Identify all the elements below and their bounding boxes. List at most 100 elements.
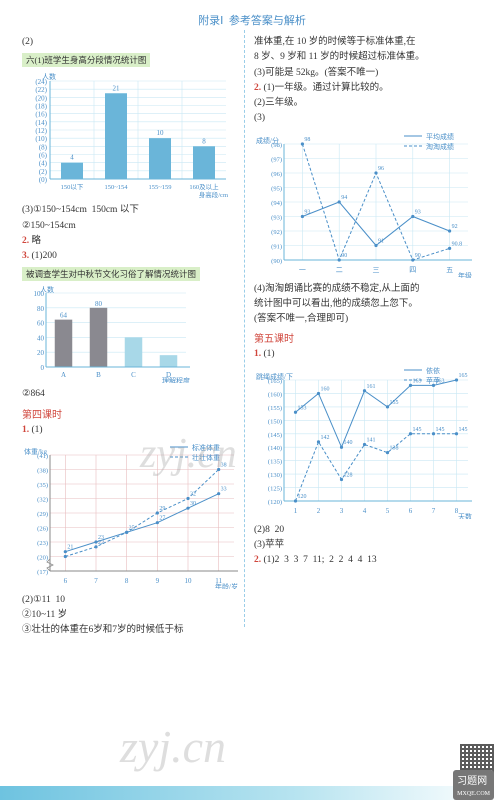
right-column: 准体重,在 10 岁的时候等于标准体重,在 8 岁、9 岁和 11 岁的时候超过… xyxy=(254,34,482,639)
q3-2: ②864 xyxy=(22,387,244,401)
svg-text:淘淘成绩: 淘淘成绩 xyxy=(426,142,454,151)
svg-text:7: 7 xyxy=(432,507,436,515)
svg-text:150以下: 150以下 xyxy=(61,183,84,191)
svg-text:96: 96 xyxy=(378,166,384,172)
svg-text:成绩/分: 成绩/分 xyxy=(256,136,279,145)
chart1-title: 六(1)班学生身高分段情况统计图 xyxy=(22,53,150,67)
svg-text:8: 8 xyxy=(202,138,206,146)
svg-text:64: 64 xyxy=(60,312,68,320)
svg-text:10: 10 xyxy=(185,577,193,585)
left-column: (2) 六(1)班学生身高分段情况统计图 (0)(2)(4)(6)(8)(10)… xyxy=(22,34,244,639)
svg-text:160: 160 xyxy=(321,386,330,392)
svg-text:142: 142 xyxy=(321,434,330,440)
r-q2-1-text: (1)一年级。通过计算比较的。 xyxy=(264,83,389,93)
svg-text:身高段/cm: 身高段/cm xyxy=(199,190,228,199)
svg-text:(135): (135) xyxy=(268,458,282,465)
l4-q1-4: ③壮壮的体重在6岁和7岁的时候低于标 xyxy=(22,623,244,637)
svg-text:6: 6 xyxy=(64,577,68,585)
svg-text:(2): (2) xyxy=(39,168,48,176)
q3-1-text: (1)200 xyxy=(32,251,57,261)
svg-text:(29): (29) xyxy=(37,511,48,518)
svg-text:C: C xyxy=(131,371,136,379)
svg-text:(155): (155) xyxy=(268,404,282,411)
svg-text:90.8: 90.8 xyxy=(452,241,463,247)
r-cont2: 8 岁、9 岁和 11 岁的时候超过标准体重。 xyxy=(254,50,482,64)
chart-weight: (17)(20)(23)(26)(29)(32)(35)(38)(41)6789… xyxy=(22,439,244,589)
chart-jump: (120)(125)(130)(135)(140)(145)(150)(155)… xyxy=(254,364,482,519)
ans-3-2: ②150~154cm xyxy=(22,219,244,233)
r-q2-4a: (4)淘淘朗诵比赛的成绩不稳定,从上面的 xyxy=(254,282,482,296)
l5-q1-3: (3)苹苹 xyxy=(254,538,482,552)
svg-text:(35): (35) xyxy=(37,482,48,489)
corner-brand: 习题网 MXQE.COM xyxy=(453,770,494,800)
svg-text:依依: 依依 xyxy=(426,366,440,375)
svg-text:(17): (17) xyxy=(37,569,48,576)
r-q2-4b: 统计图中可以看出,他的成绩忽上忽下。 xyxy=(254,297,482,311)
svg-text:(96): (96) xyxy=(271,171,282,178)
svg-text:93: 93 xyxy=(415,209,421,215)
page-header: 附录Ⅰ 参考答案与解析 xyxy=(22,8,482,34)
chart-scores: (90)(91)(92)(93)(94)(95)(96)(97)(98)一二三四… xyxy=(254,128,482,278)
svg-text:(94): (94) xyxy=(271,200,282,207)
svg-text:(4): (4) xyxy=(39,160,48,168)
svg-text:B: B xyxy=(96,371,101,379)
svg-text:90: 90 xyxy=(341,253,347,259)
svg-text:161: 161 xyxy=(367,383,376,389)
svg-text:21: 21 xyxy=(113,85,121,93)
svg-text:60: 60 xyxy=(37,320,45,328)
l5-q2: 2. (1)2 3 3 7 11; 2 2 4 4 13 xyxy=(254,553,482,567)
svg-text:一: 一 xyxy=(299,266,306,274)
svg-text:92: 92 xyxy=(452,224,458,230)
svg-text:二: 二 xyxy=(336,266,343,274)
svg-text:标准体重: 标准体重 xyxy=(192,443,220,452)
svg-text:(0): (0) xyxy=(39,176,48,184)
svg-text:(130): (130) xyxy=(268,472,282,479)
svg-text:(22): (22) xyxy=(35,86,47,94)
svg-text:20: 20 xyxy=(37,349,45,357)
svg-text:(20): (20) xyxy=(35,95,47,103)
l4-q1-3: ②10~11 岁 xyxy=(22,608,244,622)
svg-text:4: 4 xyxy=(363,507,367,515)
svg-text:6: 6 xyxy=(409,507,413,515)
svg-text:(97): (97) xyxy=(271,156,282,163)
svg-text:平均成绩: 平均成绩 xyxy=(426,132,454,141)
svg-text:(26): (26) xyxy=(37,525,48,532)
svg-text:3: 3 xyxy=(340,507,344,515)
svg-text:8: 8 xyxy=(125,577,129,585)
svg-text:天数: 天数 xyxy=(458,512,472,519)
svg-text:(90): (90) xyxy=(271,258,282,265)
l4-q1: 1. (1) xyxy=(22,423,244,437)
svg-text:年龄/岁: 年龄/岁 xyxy=(215,582,238,589)
svg-text:(145): (145) xyxy=(268,431,282,438)
r-cont1: 准体重,在 10 岁的时候等于标准体重,在 xyxy=(254,35,482,49)
q2: 2. 略 xyxy=(22,234,244,248)
l4-q1-text: (1) xyxy=(32,425,43,435)
svg-text:(18): (18) xyxy=(35,103,47,111)
q3-1: 3. (1)200 xyxy=(22,249,244,263)
svg-text:(10): (10) xyxy=(35,135,47,143)
svg-text:(140): (140) xyxy=(268,445,282,452)
svg-text:141: 141 xyxy=(367,437,376,443)
svg-text:10: 10 xyxy=(157,129,165,137)
svg-text:A: A xyxy=(61,371,66,379)
svg-text:(6): (6) xyxy=(39,152,48,160)
svg-text:160及以上: 160及以上 xyxy=(189,182,219,191)
svg-text:128: 128 xyxy=(344,472,353,478)
svg-text:94: 94 xyxy=(341,195,347,201)
footer-strip xyxy=(0,786,500,800)
chart-heights: 六(1)班学生身高分段情况统计图 (0)(2)(4)(6)(8)(10)(12)… xyxy=(22,51,244,199)
svg-text:人数: 人数 xyxy=(40,285,54,294)
svg-text:三: 三 xyxy=(373,266,380,274)
svg-text:年级: 年级 xyxy=(458,271,472,278)
svg-text:150~154: 150~154 xyxy=(104,184,128,191)
svg-text:(92): (92) xyxy=(271,229,282,236)
q2-text: 略 xyxy=(32,236,42,246)
svg-text:四: 四 xyxy=(409,266,416,274)
svg-text:(20): (20) xyxy=(37,554,48,561)
l5-q1-text: (1) xyxy=(264,349,275,359)
svg-text:(93): (93) xyxy=(271,214,282,221)
svg-text:98: 98 xyxy=(304,137,310,143)
lesson4-title: 第四课时 xyxy=(22,406,244,421)
svg-text:145: 145 xyxy=(436,426,445,432)
svg-text:7: 7 xyxy=(94,577,98,585)
